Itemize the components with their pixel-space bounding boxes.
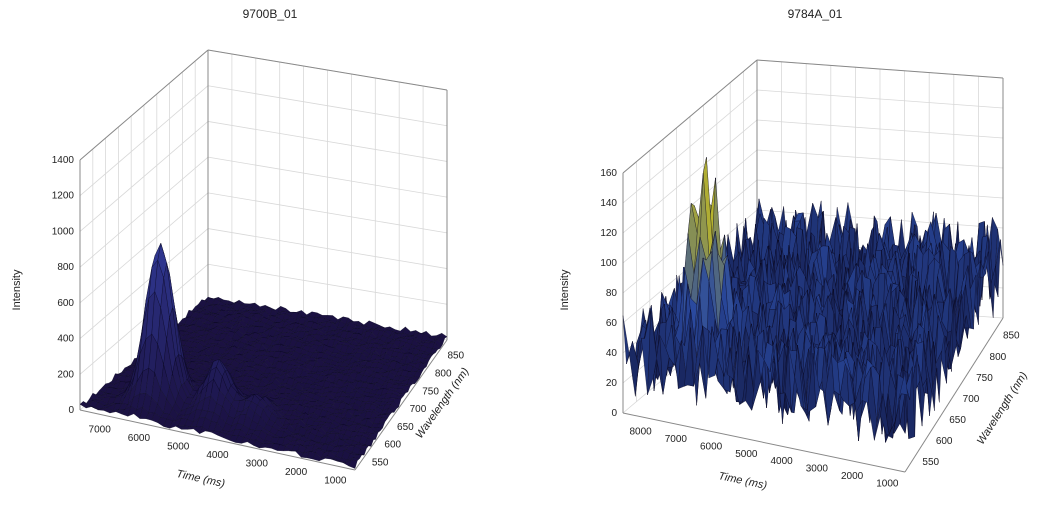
y-tick-label: 600 — [936, 436, 953, 447]
z-tick-label: 800 — [57, 262, 74, 273]
x-tick-label: 4000 — [206, 450, 229, 461]
x-axis-label: Time (ms) — [175, 468, 226, 490]
z-tick-label: 0 — [611, 408, 617, 419]
y-tick-label: 550 — [922, 457, 939, 468]
z-tick-label: 20 — [606, 378, 618, 389]
z-tick-label: 200 — [57, 369, 74, 380]
x-tick-label: 5000 — [735, 449, 758, 460]
x-tick-label: 4000 — [771, 456, 794, 467]
x-tick-label: 7000 — [89, 424, 112, 435]
z-tick-label: 400 — [57, 334, 74, 345]
y-tick-label: 550 — [372, 458, 389, 469]
y-tick-label: 850 — [447, 351, 464, 362]
x-axis-label: Time (ms) — [717, 470, 768, 492]
z-tick-label: 1000 — [52, 226, 75, 237]
z-tick-label: 40 — [606, 348, 618, 359]
x-tick-label: 5000 — [167, 441, 190, 452]
z-tick-label: 100 — [600, 258, 617, 269]
z-tick-label: 60 — [606, 318, 618, 329]
z-tick-label: 120 — [600, 228, 617, 239]
y-tick-label: 700 — [963, 394, 980, 405]
y-tick-label: 600 — [384, 440, 401, 451]
surface — [79, 242, 448, 469]
x-tick-label: 6000 — [700, 441, 723, 452]
y-tick-label: 700 — [410, 404, 427, 415]
x-tick-label: 3000 — [806, 464, 829, 475]
z-axis-label: Intensity — [559, 269, 571, 310]
chart-9784A-01: 9784A_01 0 20 40 60 80 100 120 140 160 8000 7000 600… — [559, 7, 1030, 492]
z-tick-label: 1400 — [52, 155, 75, 166]
y-tick-label: 750 — [422, 386, 439, 397]
chart-title: 9700B_01 — [243, 7, 298, 21]
z-tick-label: 1200 — [52, 191, 75, 202]
x-tick-label: 1000 — [876, 478, 899, 489]
chart-9700B-01: 9700B_01 0 200 400 600 800 1000 1200 1400 7000 600… — [11, 7, 472, 490]
z-axis-label: Intensity — [11, 269, 23, 310]
z-tick-label: 140 — [600, 198, 617, 209]
y-tick-label: 850 — [1003, 331, 1020, 342]
x-tick-label: 6000 — [128, 433, 151, 444]
y-tick-label: 800 — [990, 352, 1007, 363]
y-tick-label: 650 — [397, 422, 414, 433]
x-tick-label: 7000 — [665, 434, 688, 445]
x-tick-label: 3000 — [246, 459, 269, 470]
surface — [622, 157, 1004, 443]
x-tick-label: 2000 — [841, 471, 864, 482]
z-tick-label: 600 — [57, 298, 74, 309]
y-tick-label: 750 — [976, 373, 993, 384]
surface-cell — [348, 459, 358, 469]
z-tick-label: 80 — [606, 288, 618, 299]
y-tick-label: 650 — [949, 415, 966, 426]
surface-cell — [898, 372, 908, 399]
x-tick-label: 2000 — [285, 467, 308, 478]
x-tick-label: 8000 — [630, 427, 653, 438]
chart-title: 9784A_01 — [788, 7, 843, 21]
z-tick-label: 0 — [68, 405, 74, 416]
z-tick-label: 160 — [600, 168, 617, 179]
x-tick-label: 1000 — [324, 476, 347, 487]
y-tick-label: 800 — [435, 368, 452, 379]
axis-frame — [79, 49, 448, 471]
